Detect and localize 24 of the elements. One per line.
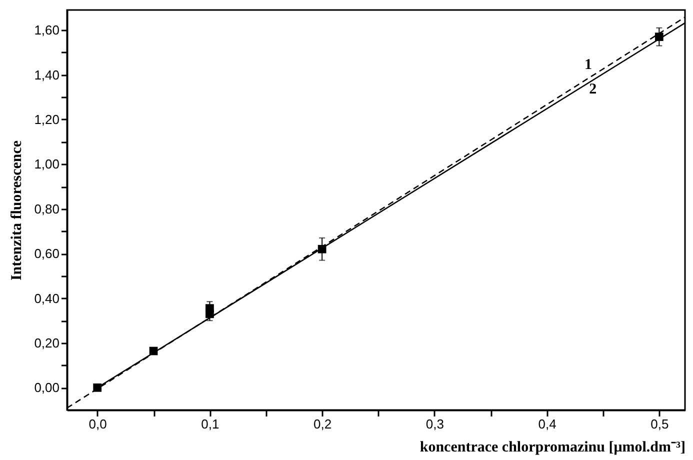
- point: [93, 383, 102, 392]
- point: [149, 346, 158, 356]
- series-label: 1: [584, 56, 592, 73]
- point: [206, 304, 214, 313]
- point: [318, 244, 326, 254]
- x-tick-label: 0,1: [201, 416, 220, 432]
- y-tick-label: 1,20: [34, 112, 60, 127]
- y-tick-label: 0,80: [34, 201, 60, 216]
- y-axis-title: Intenzita fluorescence: [9, 140, 26, 281]
- x-tick-label: 0,0: [88, 416, 107, 432]
- y-tick-label: 1,40: [34, 67, 60, 82]
- x-axis-title: koncentrace chlorpromazinu [μmol.dm⁻³]: [420, 440, 686, 456]
- y-tick-label: 1,00: [34, 156, 60, 172]
- x-tick-label: 0,2: [314, 416, 332, 432]
- y-tick-label: 0,60: [34, 246, 60, 262]
- point: [654, 32, 664, 41]
- y-tick-label: 1,60: [34, 22, 60, 38]
- y-tick-label: 0,40: [34, 290, 60, 306]
- y-tick-label: 0,20: [34, 335, 60, 350]
- x-tick-label: 0,4: [538, 416, 556, 432]
- y-tick-label: 0,00: [34, 380, 60, 396]
- x-tick-label: 0,3: [426, 416, 444, 432]
- x-tick-label: 0,5: [650, 416, 669, 432]
- series-label: 2: [589, 82, 597, 98]
